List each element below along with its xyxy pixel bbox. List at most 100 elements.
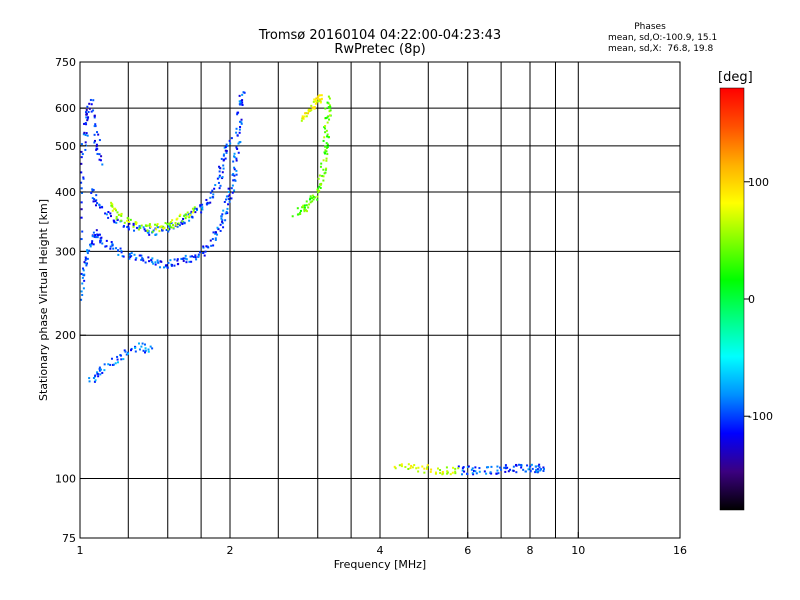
data-point (123, 221, 126, 224)
data-point (512, 469, 515, 472)
data-point (98, 233, 101, 236)
data-point (186, 211, 189, 214)
data-point (214, 232, 217, 235)
data-point (478, 470, 481, 473)
data-point (323, 136, 326, 139)
data-point (308, 108, 311, 111)
data-point (199, 251, 202, 254)
data-point (221, 222, 224, 225)
data-point (304, 209, 307, 212)
data-point (162, 266, 165, 269)
data-point (227, 190, 230, 193)
data-point (316, 95, 319, 98)
data-point (170, 264, 173, 267)
data-point (115, 215, 118, 218)
data-point (126, 225, 129, 228)
data-point (89, 98, 92, 101)
data-point (220, 217, 223, 220)
data-point (110, 201, 113, 204)
data-point (518, 463, 521, 466)
data-point (229, 142, 232, 145)
data-point (144, 229, 147, 232)
data-point (310, 104, 313, 107)
data-point (308, 198, 311, 201)
data-point (221, 176, 224, 179)
data-point (84, 148, 87, 151)
data-point (316, 100, 319, 103)
data-point (141, 342, 144, 345)
data-point (95, 148, 98, 151)
data-point (237, 151, 240, 154)
data-point (81, 282, 84, 285)
data-point (231, 173, 234, 176)
data-point (177, 222, 180, 225)
data-point (95, 204, 98, 207)
data-point (461, 473, 464, 476)
data-point (133, 229, 136, 232)
data-point (140, 254, 143, 257)
data-point (542, 469, 545, 472)
data-point (296, 207, 299, 210)
data-point (157, 261, 160, 264)
data-point (217, 228, 220, 231)
data-point (319, 186, 322, 189)
data-point (472, 473, 475, 476)
data-point (499, 466, 502, 469)
data-point (142, 226, 145, 229)
data-point (98, 367, 101, 370)
data-point (203, 254, 206, 257)
data-point (296, 213, 299, 216)
data-point (232, 160, 235, 163)
data-point (303, 115, 306, 118)
data-point (441, 473, 444, 476)
data-point (227, 187, 230, 190)
data-point (454, 472, 457, 475)
data-point (120, 358, 123, 361)
data-point (209, 196, 212, 199)
data-point (80, 272, 83, 275)
data-point (84, 257, 87, 260)
data-point (90, 110, 93, 113)
data-point (126, 219, 129, 222)
data-point (320, 162, 323, 165)
data-point (139, 254, 142, 257)
data-point (167, 228, 170, 231)
data-point (421, 465, 424, 468)
data-point (306, 210, 309, 213)
data-point (91, 197, 94, 200)
data-point (529, 469, 532, 472)
data-point (303, 206, 306, 209)
data-point (121, 255, 124, 258)
data-point (120, 214, 123, 217)
data-point (151, 257, 154, 260)
data-point (119, 213, 122, 216)
data-point (233, 155, 236, 158)
data-point (110, 204, 113, 207)
data-point (164, 264, 167, 267)
data-point (85, 262, 88, 265)
chart-title: Tromsø 20160104 04:22:00-04:23:43 (258, 28, 502, 43)
data-point (441, 471, 444, 474)
data-point (303, 208, 306, 211)
data-point (86, 105, 89, 108)
data-point (542, 467, 545, 470)
data-point (211, 237, 214, 240)
data-point (305, 200, 308, 203)
data-point (188, 260, 191, 263)
data-point (222, 164, 225, 167)
data-point (319, 101, 322, 104)
data-point (180, 221, 183, 224)
data-point (243, 91, 246, 94)
data-point (507, 470, 510, 473)
data-point (101, 206, 104, 209)
data-point (301, 115, 304, 118)
data-point (110, 357, 113, 360)
data-point (175, 224, 178, 227)
data-point (154, 263, 157, 266)
data-point (88, 102, 91, 105)
data-point (180, 257, 183, 260)
data-point (307, 109, 310, 112)
data-point (193, 206, 196, 209)
y-tick-label: 400 (55, 186, 76, 199)
